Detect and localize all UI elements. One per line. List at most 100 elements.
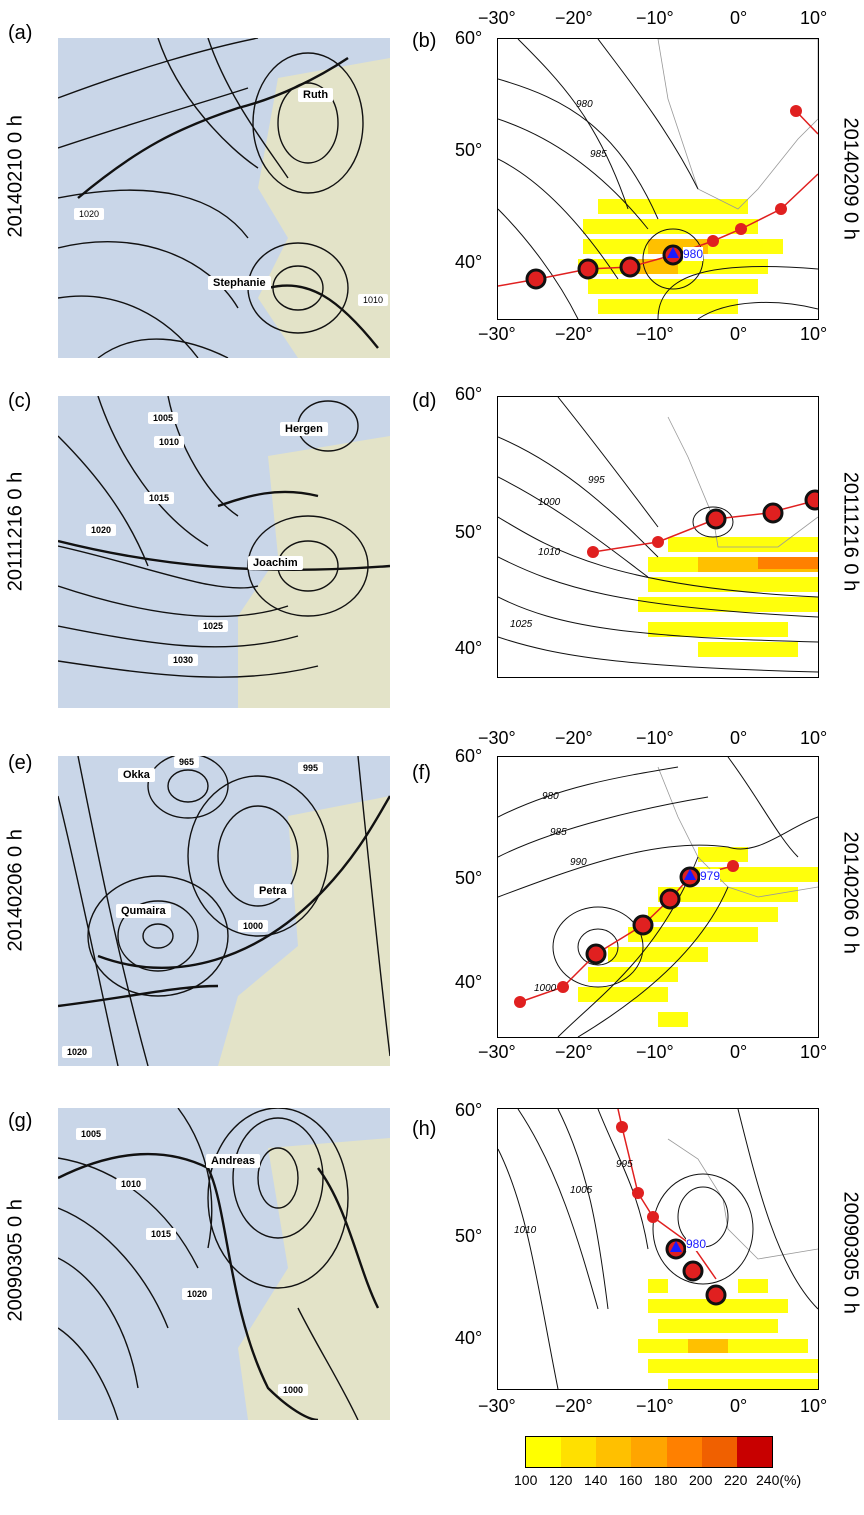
lon-tick-top-b-4: 10°: [800, 8, 828, 28]
colorbar-tick-100: 100: [514, 1472, 538, 1488]
low-name-okka: Okka: [118, 768, 155, 782]
low-name-joachim: Joachim: [248, 556, 303, 570]
panel-date-d: 20111216 0 h: [839, 471, 862, 592]
lat-tick-h-0: 60°: [455, 1100, 483, 1120]
colorbar-tick-220: 220: [724, 1472, 748, 1488]
contour-label-995-h: 995: [616, 1159, 633, 1170]
low-name-ruth: Ruth: [298, 88, 334, 102]
weather-map-e: Okka Petra Qumaira 965 995 1000 1020: [58, 756, 390, 1066]
lon-tick-bot-f-1: −20°: [555, 1042, 593, 1062]
lon-tick-top-b-3: 0°: [730, 8, 748, 28]
low-name-stephanie: Stephanie: [208, 276, 271, 290]
panel-date-h: 20090305 0 h: [839, 1191, 862, 1314]
contour-label-1025-d: 1025: [510, 619, 533, 630]
center-value-f: 979: [700, 869, 721, 883]
panel-date-f: 20140206 0 h: [839, 831, 862, 954]
panel-date-e: 20140206 0 h: [4, 829, 27, 952]
isobar-label-1020-a: 1020: [74, 208, 105, 220]
panel-label-b: (b): [412, 30, 437, 52]
isobar-label-1005-c: 1005: [148, 412, 179, 424]
isobar-label-1010-c: 1010: [154, 436, 185, 448]
lon-tick-bot-b-4: 10°: [800, 324, 828, 344]
lat-tick-d-2: 40°: [455, 638, 483, 658]
lon-tick-bot-b-0: −30°: [478, 324, 516, 344]
lat-tick-b-0: 60°: [455, 28, 483, 48]
lon-tick-bot-h-2: −10°: [636, 1396, 674, 1416]
colorbar-swatch-3: [631, 1437, 667, 1467]
panel-label-c: (c): [8, 390, 32, 412]
colorbar-tick-180: 180: [654, 1472, 678, 1488]
contour-label-985-f: 985: [550, 827, 567, 838]
colorbar-tick-160: 160: [619, 1472, 643, 1488]
lon-tick-bot-b-2: −10°: [636, 324, 674, 344]
colorbar-swatch-0: [526, 1437, 562, 1467]
lat-tick-f-1: 50°: [455, 868, 483, 888]
panel-date-g: 20090305 0 h: [4, 1199, 27, 1322]
lat-tick-h-1: 50°: [455, 1226, 483, 1246]
lat-tick-f-2: 40°: [455, 972, 483, 992]
contour-label-1000-f: 1000: [534, 983, 557, 994]
lon-tick-bot-f-4: 10°: [800, 1042, 828, 1062]
panel-label-h: (h): [412, 1118, 437, 1140]
isobar-label-1010-a: 1010: [358, 294, 389, 306]
colorbar-tick-240: 240(%): [756, 1472, 802, 1488]
lon-tick-bot-b-3: 0°: [730, 324, 748, 344]
colorbar-tick-200: 200: [689, 1472, 713, 1488]
panel-date-b: 20140209 0 h: [839, 117, 862, 240]
isobar-label-1010-g: 1010: [116, 1178, 147, 1190]
lon-tick-top-f-3: 0°: [730, 728, 748, 748]
panel-label-f: (f): [412, 762, 431, 784]
colorbar-swatch-4: [666, 1437, 702, 1467]
lon-tick-top-f-2: −10°: [636, 728, 674, 748]
lat-tick-b-1: 50°: [455, 140, 483, 160]
low-name-qumaira: Qumaira: [116, 904, 171, 918]
panel-label-d: (d): [412, 390, 437, 412]
isobar-label-1020-g: 1020: [182, 1288, 213, 1300]
weather-map-a: Ruth Stephanie 1020 1010: [58, 38, 390, 358]
contour-label-1000-d: 1000: [538, 497, 561, 508]
isobar-label-1005-g: 1005: [76, 1128, 107, 1140]
lat-tick-f-0: 60°: [455, 746, 483, 766]
lon-tick-top-b-1: −20°: [555, 8, 593, 28]
center-value-b: 980: [683, 247, 704, 261]
panel-date-c: 20111216 0 h: [4, 471, 27, 592]
weather-map-c: Hergen Joachim 1005 1010 1015 1020 1025 …: [58, 396, 390, 708]
contour-label-985-b: 985: [590, 149, 607, 160]
lat-tick-b-2: 40°: [455, 252, 483, 272]
lon-tick-top-b-0: −30°: [478, 8, 516, 28]
lon-tick-top-f-1: −20°: [555, 728, 593, 748]
low-name-andreas: Andreas: [206, 1154, 261, 1168]
model-map-f: 979 980 985 990 1000: [497, 756, 819, 1038]
low-name-hergen: Hergen: [280, 422, 328, 436]
lon-tick-top-b-2: −10°: [636, 8, 674, 28]
lon-tick-bot-f-3: 0°: [730, 1042, 748, 1062]
center-value-h: 980: [686, 1237, 707, 1251]
isobar-label-965-e: 965: [174, 756, 200, 768]
lon-tick-top-f-4: 10°: [800, 728, 828, 748]
isobar-label-1015-c: 1015: [144, 492, 175, 504]
isobar-label-1015-g: 1015: [146, 1228, 177, 1240]
contour-label-995-d: 995: [588, 475, 605, 486]
contour-label-1005-h: 1005: [570, 1185, 593, 1196]
lon-tick-bot-h-3: 0°: [730, 1396, 748, 1416]
low-name-petra: Petra: [254, 884, 292, 898]
lat-tick-d-1: 50°: [455, 522, 483, 542]
contour-label-980-b: 980: [576, 99, 593, 110]
lon-tick-bot-b-1: −20°: [555, 324, 593, 344]
colorbar-tick-120: 120: [549, 1472, 573, 1488]
model-map-b: 980 980 985: [497, 38, 819, 320]
colorbar-swatch-2: [596, 1437, 632, 1467]
isobar-label-1020-c: 1020: [86, 524, 117, 536]
lon-tick-bot-h-0: −30°: [478, 1396, 516, 1416]
model-map-d: 995 1000 1010 1025: [497, 396, 819, 678]
lon-tick-bot-f-2: −10°: [636, 1042, 674, 1062]
lon-tick-top-f-0: −30°: [478, 728, 516, 748]
lat-tick-h-2: 40°: [455, 1328, 483, 1348]
panel-label-a: (a): [8, 22, 33, 44]
isobar-label-1030-c: 1030: [168, 654, 199, 666]
lon-tick-bot-h-4: 10°: [800, 1396, 828, 1416]
lat-tick-d-0: 60°: [455, 384, 483, 404]
contour-label-1010-d: 1010: [538, 547, 561, 558]
contour-label-990-f: 990: [570, 857, 587, 868]
contour-label-980-f: 980: [542, 791, 559, 802]
